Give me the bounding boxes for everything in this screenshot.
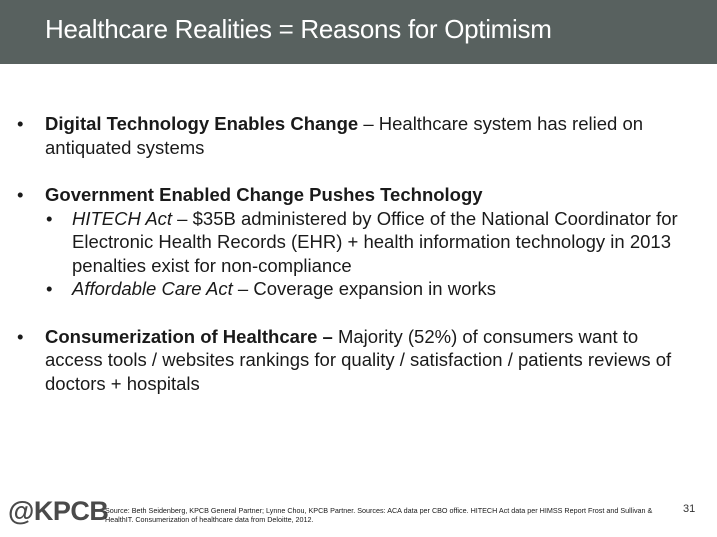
bullet-dot-icon: • bbox=[17, 325, 24, 347]
footer-source: Source: Beth Seidenberg, KPCB General Pa… bbox=[105, 506, 653, 524]
kpcb-logo: @KPCB bbox=[8, 496, 109, 526]
bullet-digital-technology: • Digital Technology Enables Change – He… bbox=[0, 112, 685, 159]
sub-bullet-lead: HITECH Act bbox=[72, 207, 173, 229]
sub-bullet-text: – $35B administered by Office of the Nat… bbox=[72, 207, 678, 276]
bullet-lead: Consumerization of Healthcare – bbox=[45, 325, 333, 347]
bullet-dot-icon: • bbox=[17, 113, 24, 134]
sub-bullet-dot-icon: • bbox=[46, 207, 53, 229]
bullet-government: • Government Enabled Change Pushes Techn… bbox=[0, 183, 685, 207]
bullet-lead: Digital Technology Enables Change bbox=[45, 113, 359, 134]
title-bar: Healthcare Realities = Reasons for Optim… bbox=[0, 0, 717, 64]
bullet-text: Majority (52%) of consumers want to acce… bbox=[45, 325, 672, 394]
sub-bullet-dot-icon: • bbox=[46, 278, 53, 299]
bullet-dot-icon: • bbox=[17, 184, 24, 205]
sub-bullet-lead: Affordable Care Act bbox=[72, 278, 233, 299]
bullet-consumerization: • Consumerization of Healthcare – Majori… bbox=[0, 325, 685, 396]
sub-bullet-aca: • Affordable Care Act – Coverage expansi… bbox=[0, 277, 692, 301]
bullet-text: – Healthcare system has relied on antiqu… bbox=[45, 113, 644, 158]
bullet-lead: Government Enabled Change Pushes Technol… bbox=[45, 184, 483, 205]
slide-content: • Digital Technology Enables Change – He… bbox=[0, 112, 717, 395]
page-number: 31 bbox=[683, 503, 696, 515]
sub-bullet-hitech: • HITECH Act – $35B administered by Offi… bbox=[0, 207, 692, 278]
sub-bullet-text: – Coverage expansion in works bbox=[232, 278, 497, 299]
slide-title: Healthcare Realities = Reasons for Optim… bbox=[45, 14, 552, 44]
